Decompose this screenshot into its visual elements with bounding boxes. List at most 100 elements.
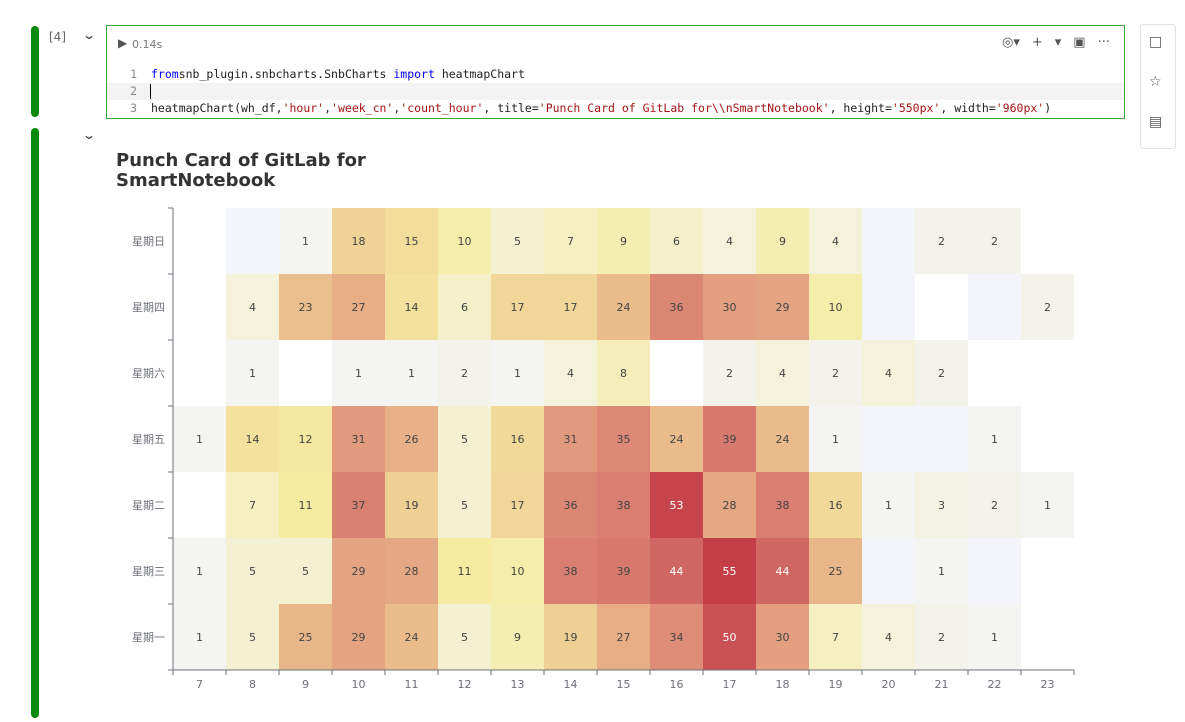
heatmap-cell[interactable] bbox=[544, 538, 597, 604]
heatmap-cell[interactable] bbox=[597, 340, 650, 406]
heatmap-cell[interactable] bbox=[756, 604, 809, 670]
code-line[interactable]: 1 fromsnb_plugin.snbcharts.SnbCharts impo… bbox=[107, 66, 1124, 83]
heatmap-cell[interactable] bbox=[438, 406, 491, 472]
heatmap-cell[interactable] bbox=[756, 406, 809, 472]
heatmap-cell[interactable] bbox=[1021, 472, 1074, 538]
heatmap-cell[interactable] bbox=[385, 274, 438, 340]
heatmap-cell[interactable] bbox=[544, 406, 597, 472]
heatmap-cell[interactable] bbox=[968, 274, 1021, 340]
heatmap-cell[interactable] bbox=[862, 208, 915, 274]
heatmap-cell[interactable] bbox=[491, 538, 544, 604]
heatmap-cell[interactable] bbox=[385, 406, 438, 472]
heatmap-cell[interactable] bbox=[968, 538, 1021, 604]
heatmap-cell[interactable] bbox=[650, 208, 703, 274]
trash-icon[interactable]: ▣ bbox=[1073, 35, 1086, 50]
heatmap-cell[interactable] bbox=[650, 472, 703, 538]
cell-run-indicator[interactable] bbox=[31, 26, 39, 117]
heatmap-cell[interactable] bbox=[809, 604, 862, 670]
heatmap-cell[interactable] bbox=[703, 208, 756, 274]
heatmap-cell[interactable] bbox=[226, 406, 279, 472]
heatmap-cell[interactable] bbox=[385, 208, 438, 274]
run-icon[interactable]: ▶ bbox=[118, 36, 128, 50]
heatmap-cell[interactable] bbox=[173, 406, 226, 472]
heatmap-cell[interactable] bbox=[968, 472, 1021, 538]
code-line[interactable]: 2 bbox=[107, 83, 1124, 100]
star-icon[interactable]: ☆ bbox=[1149, 74, 1162, 90]
heatmap-cell[interactable] bbox=[968, 208, 1021, 274]
heatmap-cell[interactable] bbox=[968, 406, 1021, 472]
output-indicator[interactable] bbox=[31, 128, 39, 718]
heatmap-cell[interactable] bbox=[862, 472, 915, 538]
heatmap-cell[interactable] bbox=[756, 472, 809, 538]
heatmap-cell[interactable] bbox=[279, 406, 332, 472]
heatmap-cell[interactable] bbox=[703, 604, 756, 670]
heatmap-cell[interactable] bbox=[332, 406, 385, 472]
heatmap-cell[interactable] bbox=[226, 472, 279, 538]
heatmap-cell[interactable] bbox=[226, 538, 279, 604]
heatmap-cell[interactable] bbox=[809, 208, 862, 274]
heatmap-cell[interactable] bbox=[1021, 274, 1074, 340]
heatmap-cell[interactable] bbox=[332, 604, 385, 670]
code-cell[interactable]: ▶ 0.14s ◎▾ + ▾ ▣ ··· 1 fromsnb_plugin.snb… bbox=[106, 25, 1125, 119]
heatmap-cell[interactable] bbox=[226, 208, 279, 274]
heatmap-cell[interactable] bbox=[756, 538, 809, 604]
heatmap-cell[interactable] bbox=[332, 274, 385, 340]
heatmap-cell[interactable] bbox=[650, 538, 703, 604]
heatmap-cell[interactable] bbox=[597, 274, 650, 340]
heatmap-cell[interactable] bbox=[809, 538, 862, 604]
heatmap-cell[interactable] bbox=[915, 340, 968, 406]
plus-icon[interactable]: + bbox=[1031, 35, 1043, 50]
caret-down-icon[interactable]: ▾ bbox=[1054, 35, 1062, 50]
heatmap-cell[interactable] bbox=[915, 406, 968, 472]
heatmap-cell[interactable] bbox=[703, 472, 756, 538]
heatmap-cell[interactable] bbox=[597, 208, 650, 274]
heatmap-cell[interactable] bbox=[332, 208, 385, 274]
heatmap-cell[interactable] bbox=[279, 274, 332, 340]
heatmap-cell[interactable] bbox=[597, 604, 650, 670]
heatmap-cell[interactable] bbox=[279, 604, 332, 670]
heatmap-cell[interactable] bbox=[915, 472, 968, 538]
heatmap-cell[interactable] bbox=[915, 538, 968, 604]
heatmap-cell[interactable] bbox=[544, 340, 597, 406]
heatmap-cell[interactable] bbox=[544, 604, 597, 670]
code-line[interactable]: 3 heatmapChart(wh_df,'hour','week_cn','co… bbox=[107, 100, 1124, 117]
code-panel-icon[interactable]: ▤ bbox=[1149, 114, 1163, 130]
heatmap-cell[interactable] bbox=[650, 604, 703, 670]
heatmap-cell[interactable] bbox=[385, 538, 438, 604]
heatmap-cell[interactable] bbox=[862, 604, 915, 670]
heatmap-cell[interactable] bbox=[756, 340, 809, 406]
heatmap-cell[interactable] bbox=[491, 274, 544, 340]
heatmap-cell[interactable] bbox=[650, 274, 703, 340]
heatmap-cell[interactable] bbox=[173, 538, 226, 604]
heatmap-cell[interactable] bbox=[703, 406, 756, 472]
heatmap-cell[interactable] bbox=[173, 604, 226, 670]
output-collapse-chevron-icon[interactable]: ⌄ bbox=[81, 128, 97, 142]
heatmap-cell[interactable] bbox=[438, 604, 491, 670]
heatmap-cell[interactable] bbox=[597, 538, 650, 604]
heatmap-cell[interactable] bbox=[438, 274, 491, 340]
ellipsis-icon[interactable]: ··· bbox=[1097, 35, 1110, 50]
eye-icon[interactable]: ◎▾ bbox=[1001, 35, 1020, 50]
heatmap-cell[interactable] bbox=[703, 538, 756, 604]
heatmap-cell[interactable] bbox=[226, 274, 279, 340]
heatmap-cell[interactable] bbox=[862, 340, 915, 406]
heatmap-cell[interactable] bbox=[332, 340, 385, 406]
heatmap-cell[interactable] bbox=[862, 406, 915, 472]
heatmap-cell[interactable] bbox=[809, 472, 862, 538]
heatmap-cell[interactable] bbox=[597, 406, 650, 472]
heatmap-cell[interactable] bbox=[544, 472, 597, 538]
heatmap-cell[interactable] bbox=[226, 604, 279, 670]
heatmap-cell[interactable] bbox=[544, 274, 597, 340]
heatmap-cell[interactable] bbox=[385, 472, 438, 538]
heatmap-cell[interactable] bbox=[862, 274, 915, 340]
heatmap-cell[interactable] bbox=[491, 406, 544, 472]
heatmap-cell[interactable] bbox=[544, 208, 597, 274]
heatmap-cell[interactable] bbox=[597, 472, 650, 538]
heatmap-cell[interactable] bbox=[491, 472, 544, 538]
heatmap-cell[interactable] bbox=[491, 340, 544, 406]
heatmap-cell[interactable] bbox=[385, 340, 438, 406]
heatmap-cell[interactable] bbox=[862, 538, 915, 604]
heatmap-cell[interactable] bbox=[332, 472, 385, 538]
heatmap-cell[interactable] bbox=[438, 208, 491, 274]
heatmap-cell[interactable] bbox=[491, 604, 544, 670]
